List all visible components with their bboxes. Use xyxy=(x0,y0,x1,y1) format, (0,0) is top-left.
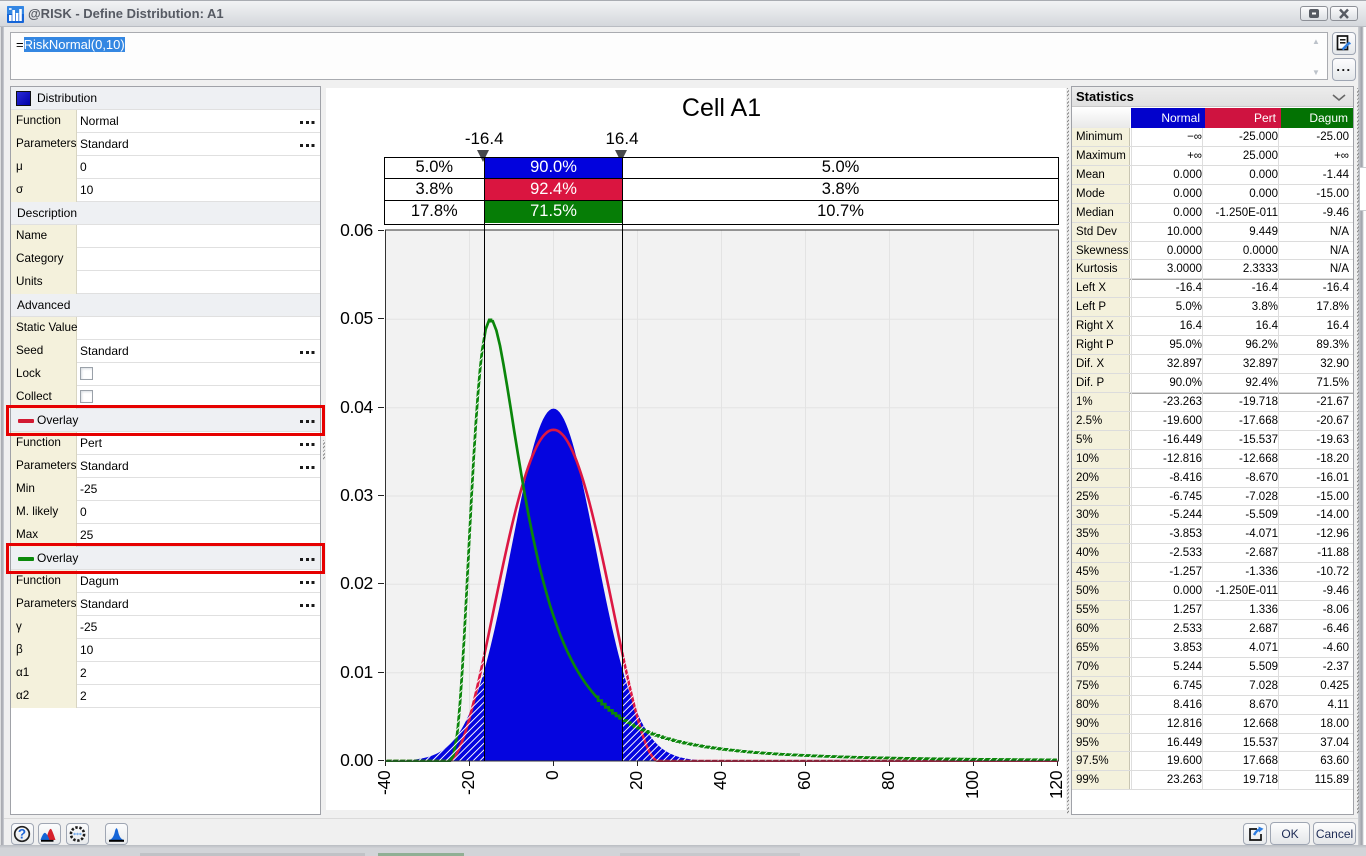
svg-text:?: ? xyxy=(18,827,26,842)
